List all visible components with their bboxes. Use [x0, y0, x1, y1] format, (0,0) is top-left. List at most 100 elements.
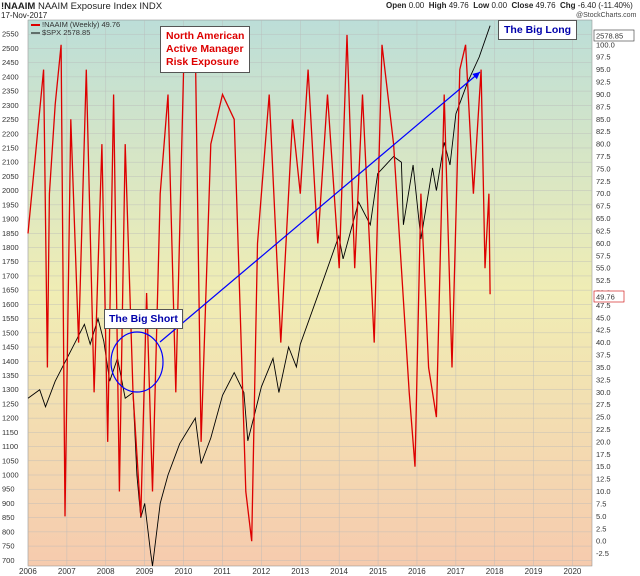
- x-tick-label: 2012: [252, 567, 270, 576]
- right-tick-label: 35.0: [596, 363, 611, 372]
- naaim-series-line: [27, 34, 491, 542]
- left-tick-label: 1050: [2, 456, 19, 465]
- right-tick-label: 75.0: [596, 164, 611, 173]
- right-tick-label: 70.0: [596, 189, 611, 198]
- right-tick-label: 97.5: [596, 53, 611, 62]
- right-tick-label: 40.0: [596, 338, 611, 347]
- x-tick-label: 2020: [564, 567, 582, 576]
- right-tick-label: 100.0: [596, 40, 615, 49]
- right-tick-label: 10.0: [596, 487, 611, 496]
- symbol: !NAAIM: [1, 1, 36, 12]
- right-tick-label: 22.5: [596, 425, 611, 434]
- right-tick-label: 17.5: [596, 450, 611, 459]
- left-tick-label: 750: [2, 542, 15, 551]
- right-tick-label: 0.0: [596, 537, 606, 546]
- left-tick-label: 1700: [2, 271, 19, 280]
- x-tick-label: 2013: [291, 567, 309, 576]
- left-tick-label: 2300: [2, 101, 19, 110]
- right-tick-label: 57.5: [596, 251, 611, 260]
- left-tick-label: 1300: [2, 385, 19, 394]
- spx-series-line: [27, 25, 491, 567]
- left-tick-label: 700: [2, 556, 15, 565]
- right-tick-label: 85.0: [596, 115, 611, 124]
- right-tick-label: 65.0: [596, 214, 611, 223]
- left-tick-label: 1550: [2, 314, 19, 323]
- left-tick-label: 1800: [2, 243, 19, 252]
- chart-header-symbol: !NAAIM NAAIM Exposure Index INDX: [1, 1, 162, 12]
- right-tick-label: 55.0: [596, 264, 611, 273]
- right-tick-label: 15.0: [596, 462, 611, 471]
- left-tick-label: 900: [2, 499, 15, 508]
- left-tick-label: 1350: [2, 371, 19, 380]
- left-tick-label: 2250: [2, 115, 19, 124]
- right-tick-label: 45.0: [596, 313, 611, 322]
- right-tick-label: 77.5: [596, 152, 611, 161]
- left-axis-ticks: 700 750 800 850 900 950 1000 1050 1100 1150 1200 12…: [2, 30, 19, 565]
- left-tick-label: 2150: [2, 143, 19, 152]
- left-tick-label: 2100: [2, 158, 19, 167]
- series-name: NAAIM Exposure Index: [37, 1, 137, 12]
- right-tick-label: 92.5: [596, 78, 611, 87]
- right-tick-label: 67.5: [596, 202, 611, 211]
- right-tick-label: 37.5: [596, 351, 611, 360]
- x-tick-label: 2007: [58, 567, 76, 576]
- title-annotation: North American Active Manager Risk Expos…: [160, 26, 251, 73]
- naaim-price-tag: 49.76: [593, 290, 625, 303]
- right-tick-label: 25.0: [596, 413, 611, 422]
- x-tick-label: 2008: [97, 567, 115, 576]
- left-tick-label: 1150: [2, 428, 18, 437]
- left-tick-label: 1650: [2, 286, 19, 295]
- left-tick-label: 850: [2, 513, 15, 522]
- x-tick-label: 2019: [525, 567, 543, 576]
- chart-date: 17-Nov-2017: [1, 11, 48, 20]
- x-axis-ticks: 2006 2007 2008 2009 2010 2011 2012 2013 2014 2015…: [19, 567, 582, 576]
- left-tick-label: 2050: [2, 172, 19, 181]
- left-tick-label: 2500: [2, 44, 19, 53]
- x-tick-label: 2011: [213, 567, 231, 576]
- right-tick-label: 90.0: [596, 90, 611, 99]
- left-tick-label: 1950: [2, 200, 19, 209]
- left-tick-label: 2400: [2, 72, 19, 81]
- left-tick-label: 1250: [2, 399, 19, 408]
- left-tick-label: 1600: [2, 300, 19, 309]
- left-tick-label: 950: [2, 485, 15, 494]
- right-tick-label: 5.0: [596, 512, 606, 521]
- left-tick-label: 2350: [2, 87, 19, 96]
- x-tick-label: 2009: [136, 567, 154, 576]
- ohlc-readout: Open 0.00 High 49.76 Low 0.00 Close 49.7…: [386, 1, 633, 10]
- spx-price-tag-text: 2578.85: [596, 32, 623, 41]
- x-tick-label: 2016: [408, 567, 426, 576]
- left-tick-label: 1000: [2, 471, 19, 480]
- big-short-to-big-long-arrow: [159, 71, 481, 343]
- right-tick-label: 82.5: [596, 127, 611, 136]
- x-tick-label: 2015: [369, 567, 387, 576]
- left-tick-label: 2550: [2, 30, 19, 39]
- right-tick-label: -2.5: [596, 549, 609, 558]
- right-tick-label: 60.0: [596, 239, 611, 248]
- left-tick-label: 1850: [2, 229, 19, 238]
- right-tick-label: 62.5: [596, 226, 611, 235]
- watermark: @StockCharts.com: [576, 12, 637, 19]
- right-tick-label: 12.5: [596, 475, 611, 484]
- exchange: INDX: [139, 1, 163, 12]
- right-tick-label: 20.0: [596, 437, 611, 446]
- right-tick-label: 30.0: [596, 388, 611, 397]
- left-tick-label: 800: [2, 527, 15, 536]
- big-long-label: The Big Long: [498, 20, 578, 40]
- right-tick-label: 2.5: [596, 524, 606, 533]
- right-tick-label: 27.5: [596, 400, 611, 409]
- left-tick-label: 1400: [2, 357, 19, 366]
- x-tick-label: 2017: [447, 567, 465, 576]
- right-tick-label: 95.0: [596, 65, 611, 74]
- left-tick-label: 1750: [2, 257, 19, 266]
- gridlines: [27, 20, 592, 566]
- big-short-label: The Big Short: [104, 309, 183, 329]
- left-tick-label: 1100: [2, 442, 18, 451]
- right-axis-ticks: -2.5 0.0 2.5 5.0 7.5 10.0 12.5 15.0 17.5 20.0 22.5…: [596, 28, 615, 558]
- right-tick-label: 52.5: [596, 276, 611, 285]
- left-tick-label: 1200: [2, 414, 19, 423]
- right-tick-label: 47.5: [596, 301, 611, 310]
- left-tick-label: 1500: [2, 328, 19, 337]
- right-tick-label: 7.5: [596, 499, 606, 508]
